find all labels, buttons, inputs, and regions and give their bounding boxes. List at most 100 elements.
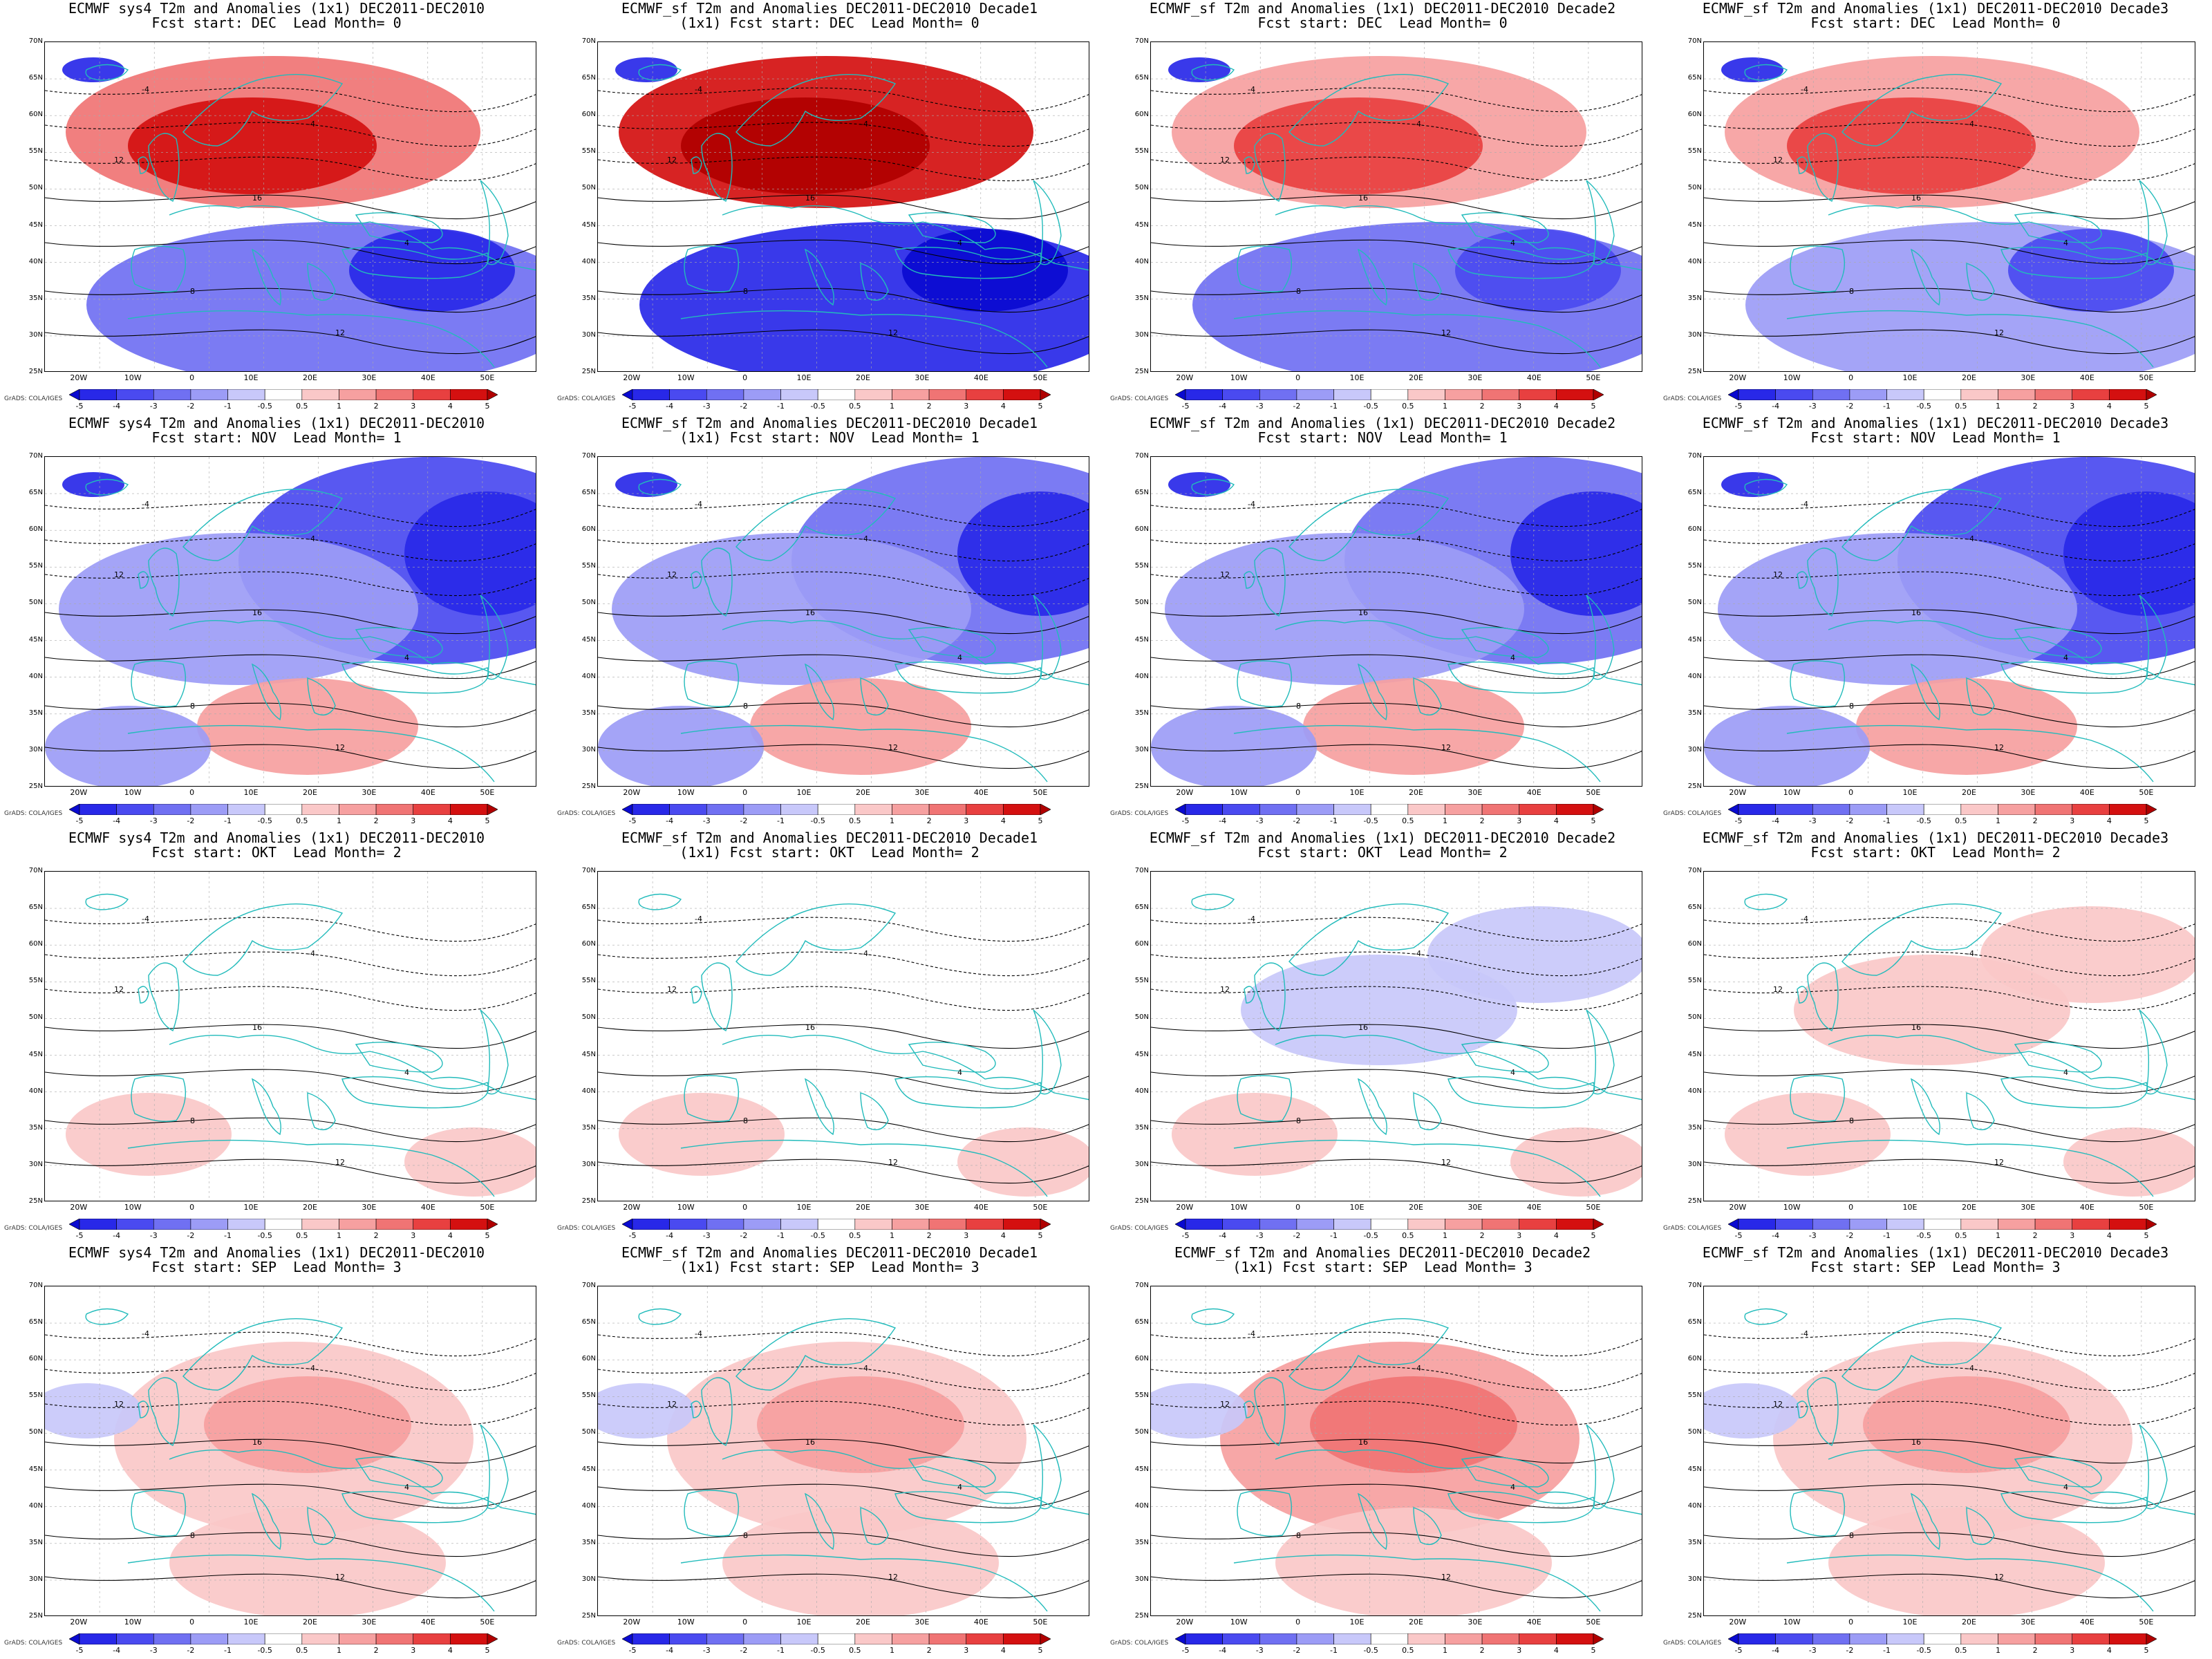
anomaly-shading xyxy=(2063,1127,2195,1197)
colorbar-tick-label: -3 xyxy=(1808,1646,1817,1655)
coastline xyxy=(1288,1318,1450,1391)
contour-label: -4 xyxy=(142,915,149,924)
coastline xyxy=(127,724,495,782)
map-svg: -4 -4 12 16 4 8 12 xyxy=(1151,42,1642,371)
latitude-label: 60N xyxy=(581,940,596,948)
colorbar-tick-label: 1 xyxy=(336,816,341,825)
colorbar-segment xyxy=(1481,389,1520,400)
anomaly-shading xyxy=(750,678,971,775)
coastline xyxy=(1461,212,1549,243)
contour-label: -4 xyxy=(1967,120,1974,129)
colorbar-tick-label: 1 xyxy=(1442,1646,1447,1655)
latitude-label: 55N xyxy=(581,977,596,985)
panel-title: ECMWF_sf T2m and Anomalies (1x1) DEC2011… xyxy=(1659,416,2212,445)
colorbar-segment xyxy=(2109,804,2147,815)
coastline xyxy=(1797,986,1808,1004)
latitude-label: 45N xyxy=(1687,635,1702,644)
colorbar-tick-label: 5 xyxy=(1038,816,1043,825)
colorbar-min-arrow xyxy=(1728,804,1739,815)
colorbar-tick-label: 2 xyxy=(373,402,379,411)
colorbar-segment xyxy=(1003,1633,1041,1644)
colorbar-segment xyxy=(264,1219,303,1230)
longitude-label: 10W xyxy=(1230,373,1248,382)
longitude-label: 10W xyxy=(124,373,142,382)
panel-title-line1: ECMWF_sf T2m and Anomalies (1x1) DEC2011… xyxy=(1149,830,1616,846)
longitude-label: 30E xyxy=(362,1203,377,1212)
coastline xyxy=(722,1449,1089,1515)
colorbar-tick-label: -5 xyxy=(628,816,637,825)
map-panel: ECMWF_sf T2m and Anomalies DEC2011-DEC20… xyxy=(553,1244,1106,1659)
temperature-contour xyxy=(45,1069,536,1094)
colorbar-segment xyxy=(301,1219,339,1230)
coastline xyxy=(1786,310,2154,368)
coastline xyxy=(1966,677,1995,715)
temperature-contour xyxy=(1704,702,2195,728)
colorbar-segment xyxy=(264,1633,303,1644)
coastline xyxy=(804,1078,834,1136)
colorbar-segment xyxy=(1812,1219,1850,1230)
coastline xyxy=(1910,1078,1940,1136)
contour-label: 16 xyxy=(1358,608,1368,617)
longitude-label: 50E xyxy=(480,373,495,382)
longitude-label: 20E xyxy=(302,1618,317,1627)
latitude-label: 40N xyxy=(1687,1087,1702,1095)
colorbar xyxy=(1728,1219,2157,1230)
colorbar xyxy=(69,389,498,400)
map-panel: ECMWF_sf T2m and Anomalies (1x1) DEC2011… xyxy=(1106,830,1659,1244)
coastline xyxy=(722,1034,1089,1100)
coastline xyxy=(680,724,1048,782)
coastline xyxy=(1586,1009,1615,1095)
coastline xyxy=(1288,73,1450,147)
latitude-label: 25N xyxy=(581,1197,596,1205)
colorbar-segment xyxy=(1849,1219,1887,1230)
grads-credit: GrADS: COLA/IGES xyxy=(4,1640,63,1647)
contour-label: 8 xyxy=(1849,702,1854,711)
panel-title-line1: ECMWF sys4 T2m and Anomalies (1x1) DEC20… xyxy=(68,1244,485,1261)
colorbar-tick-label: 4 xyxy=(2106,1231,2112,1240)
grads-credit: GrADS: COLA/IGES xyxy=(557,810,616,817)
latitude-label: 45N xyxy=(581,1465,596,1473)
contour-label: -4 xyxy=(308,949,315,958)
latitude-label: 40N xyxy=(1134,1087,1149,1095)
temperature-contour xyxy=(598,744,1089,769)
contour-label: 12 xyxy=(667,1400,677,1409)
contour-label: 8 xyxy=(1296,702,1301,711)
coastline xyxy=(1447,1490,1595,1524)
contour-label: 8 xyxy=(1296,1531,1301,1540)
anomaly-shading xyxy=(1725,1093,1891,1176)
colorbar-max-arrow xyxy=(2146,1219,2157,1230)
colorbar-tick-label: -5 xyxy=(75,816,84,825)
latitude-label: 40N xyxy=(1134,257,1149,265)
colorbar-tick-label: 5 xyxy=(485,1231,490,1240)
longitude-label: 10W xyxy=(677,1618,695,1627)
colorbar-max-arrow xyxy=(1593,804,1604,815)
colorbar-tick-label: -0.5 xyxy=(810,402,825,411)
contour-label: 12 xyxy=(1220,985,1230,994)
coastline xyxy=(1966,1092,1995,1130)
contour-label: 16 xyxy=(1911,1023,1921,1032)
grads-credit: GrADS: COLA/IGES xyxy=(557,395,616,402)
colorbar-tick-label: 3 xyxy=(964,1646,969,1655)
colorbar-segment xyxy=(339,389,377,400)
longitude-label: 30E xyxy=(915,1203,930,1212)
colorbar-tick-label: -5 xyxy=(1734,1231,1743,1240)
temperature-contour xyxy=(45,654,536,679)
colorbar xyxy=(1728,804,2157,815)
colorbar-max-arrow xyxy=(2146,1633,2157,1644)
coastline xyxy=(1275,205,1642,271)
coastline xyxy=(307,1092,336,1130)
colorbar-tick-label: 1 xyxy=(1442,1231,1447,1240)
colorbar-tick-label: 0.5 xyxy=(296,1231,308,1240)
colorbar-tick-label: 0.5 xyxy=(1402,1646,1414,1655)
colorbar-segment xyxy=(1886,804,1924,815)
coastline xyxy=(1828,205,2195,271)
contour-label: 4 xyxy=(2063,1483,2068,1492)
panel-title-line2: Fcst start: NOV Lead Month= 1 xyxy=(151,429,402,446)
contour-label: -4 xyxy=(308,1364,315,1373)
map-panel: ECMWF_sf T2m and Anomalies (1x1) DEC2011… xyxy=(1659,0,2212,415)
contour-label: -4 xyxy=(1414,120,1421,129)
colorbar-segment xyxy=(928,1633,967,1644)
contour-label: 8 xyxy=(743,702,748,711)
coastline xyxy=(691,571,702,589)
longitude-label: 30E xyxy=(2021,1203,2036,1212)
